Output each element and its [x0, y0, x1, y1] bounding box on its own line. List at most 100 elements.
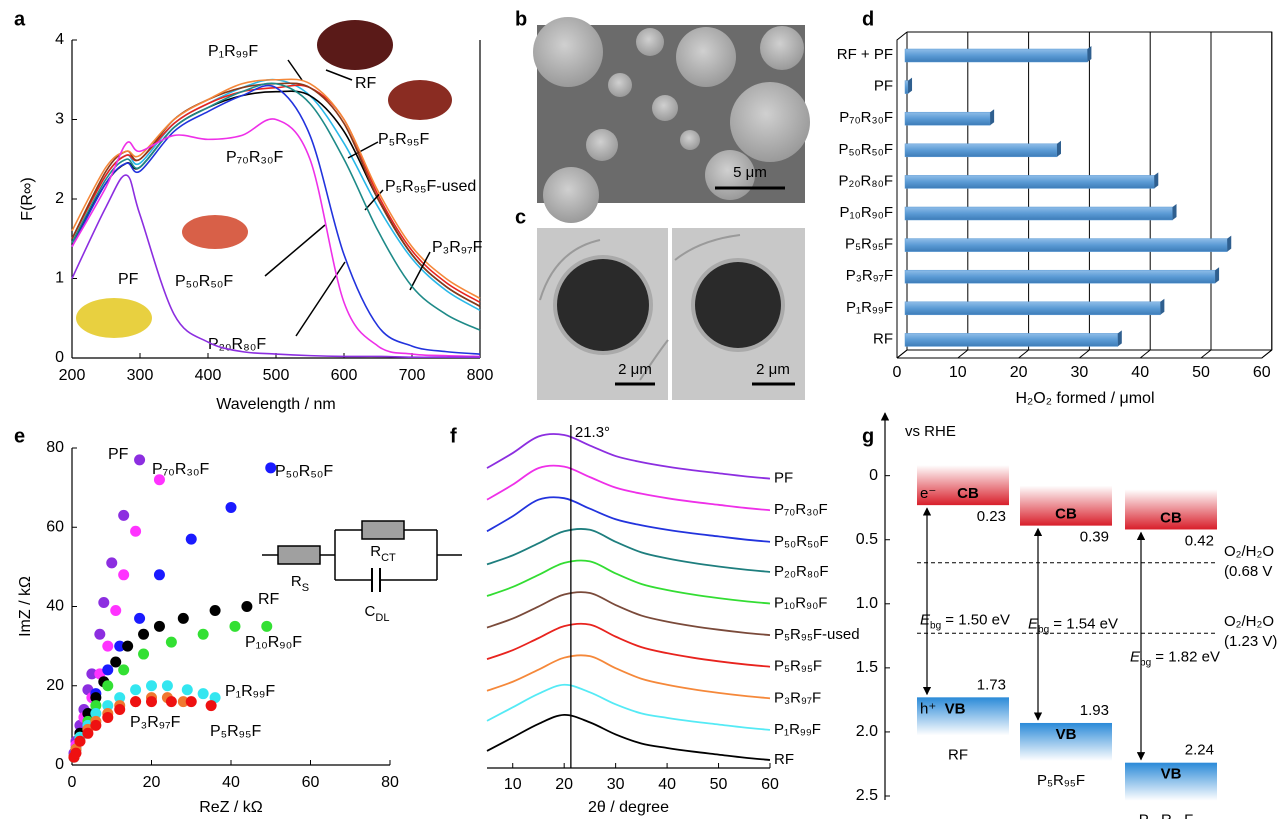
y-axis-label: ImZ / kΩ	[17, 576, 34, 637]
point	[118, 569, 129, 580]
series-label: RF	[774, 751, 794, 768]
x-tick-label: 30	[607, 776, 625, 793]
point	[74, 736, 85, 747]
point	[261, 621, 272, 632]
bar	[905, 270, 1215, 283]
point	[138, 649, 149, 660]
point	[241, 601, 252, 612]
series-label: P₁R₉₉F	[225, 683, 275, 700]
point	[102, 641, 113, 652]
series-label: P₃R₉₇F	[432, 239, 483, 256]
redox-label: O₂/H₂O	[1224, 613, 1274, 630]
point	[146, 696, 157, 707]
point	[134, 454, 145, 465]
point	[182, 684, 193, 695]
pattern-line	[487, 685, 770, 730]
point	[118, 510, 129, 521]
x-tick-label: 60	[761, 776, 779, 793]
point	[106, 557, 117, 568]
scale-bar-label: 2 μm	[618, 361, 652, 378]
panel-letter: c	[515, 206, 526, 228]
bar-end	[1154, 172, 1158, 188]
cb-value: 0.42	[1185, 532, 1214, 549]
y-tick-label: 1.5	[856, 659, 878, 676]
vb-value: 2.24	[1185, 742, 1214, 759]
series-label: P₅R₉₅F	[774, 658, 822, 675]
leader-line	[288, 60, 302, 80]
carrier-label: e⁻	[920, 485, 936, 502]
band-text: CB	[1160, 509, 1182, 526]
x-tick-label: 20	[555, 776, 573, 793]
series-label: PF	[108, 446, 129, 463]
band-text: CB	[957, 485, 979, 502]
series-label: P₅R₉₅F-used	[385, 178, 476, 195]
y-tick-label: 20	[46, 677, 64, 694]
bar-end	[1227, 236, 1231, 252]
x-tick-label: 60	[1253, 364, 1271, 381]
point	[210, 605, 221, 616]
band-gap-subscript: bg	[1140, 658, 1151, 669]
tick	[1140, 350, 1150, 358]
sem-image: 5 μm b	[515, 8, 810, 223]
point	[186, 534, 197, 545]
x-tick-label: 0	[68, 774, 77, 791]
point	[110, 605, 121, 616]
band-gap-value: = 1.54 eV	[1049, 615, 1118, 632]
category-label: RF + PF	[837, 46, 893, 63]
panel-letter: d	[862, 8, 874, 30]
series-label: P₅₀R₅₀F	[774, 533, 829, 550]
category-label: P₂₀R₈₀F	[839, 172, 894, 189]
point	[130, 684, 141, 695]
x-tick-label: 700	[399, 367, 426, 384]
series-label: P₁R₉₉F	[208, 43, 258, 60]
circuit-subscript: DL	[375, 612, 389, 624]
panel-letter: e	[14, 425, 25, 447]
point	[82, 728, 93, 739]
tick	[897, 350, 907, 358]
x-tick-label: 500	[263, 367, 290, 384]
band-text: CB	[1055, 506, 1077, 523]
point	[130, 526, 141, 537]
material-label: RF	[948, 746, 968, 763]
circuit-symbol: R	[291, 573, 302, 590]
x-axis-label: Wavelength / nm	[216, 396, 335, 413]
bar	[905, 239, 1227, 252]
figure: 5 μm b 2 μm 2 μm c RS RCT CDL a200300400…	[0, 0, 1278, 819]
series-label: P₇₀R₃₀F	[774, 501, 828, 518]
scale-bar-label: 5 μm	[733, 164, 767, 181]
x-tick-label: 40	[658, 776, 676, 793]
series-label: RF	[355, 75, 377, 92]
y-tick-label: 1	[55, 270, 64, 287]
spectrum-line	[72, 83, 480, 330]
point	[206, 700, 217, 711]
bar-end	[908, 78, 912, 94]
band-gap-label: Ebg = 1.54 eV	[1028, 615, 1118, 635]
series-label: P₁₀R₉₀F	[774, 594, 827, 611]
scale-bar-label: 2 μm	[756, 361, 790, 378]
band-gap-value: = 1.82 eV	[1151, 649, 1220, 666]
x-tick-label: 800	[467, 367, 494, 384]
point	[98, 597, 109, 608]
reference-label: 21.3°	[575, 424, 610, 441]
tick	[1201, 350, 1211, 358]
pattern-line	[487, 529, 770, 572]
band-text: VB	[1056, 726, 1077, 743]
pattern-line	[487, 497, 770, 542]
circuit-symbol: R	[370, 543, 381, 560]
x-tick-label: 40	[1131, 364, 1149, 381]
bar-end	[1057, 141, 1061, 157]
bar	[905, 81, 908, 94]
band-gap-label: Ebg = 1.82 eV	[1130, 649, 1220, 669]
vb-value: 1.73	[977, 676, 1006, 693]
series-label: PF	[774, 470, 793, 487]
y-tick-label: 4	[55, 31, 64, 48]
series-label: PF	[118, 271, 139, 288]
point	[110, 656, 121, 667]
point	[154, 621, 165, 632]
point	[70, 748, 81, 759]
category-label: P₃R₉₇F	[846, 267, 893, 284]
bar	[905, 333, 1118, 346]
circuit-subscript: S	[302, 582, 309, 594]
x-tick-label: 20	[143, 774, 161, 791]
y-tick-label: 3	[55, 111, 64, 128]
